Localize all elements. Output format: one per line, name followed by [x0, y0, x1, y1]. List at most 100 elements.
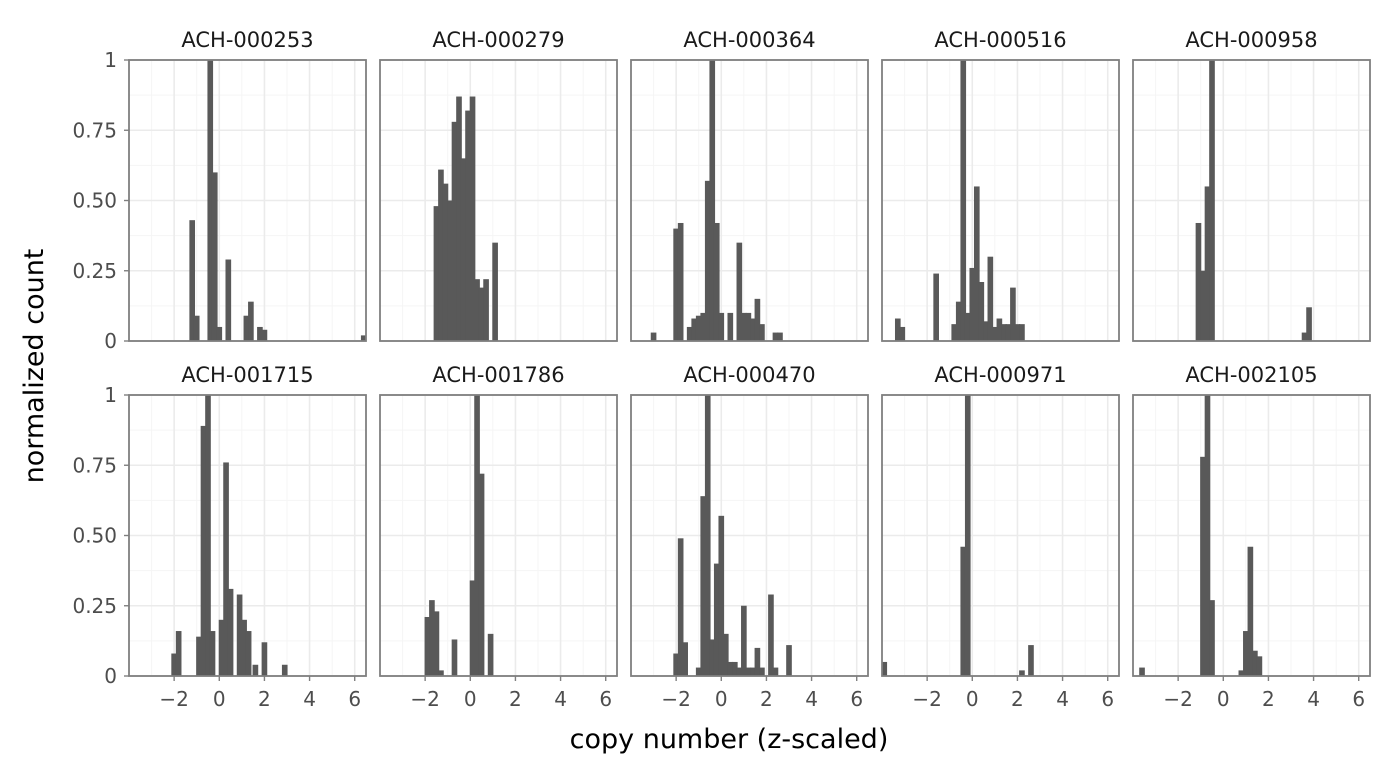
- histogram-bar: [768, 594, 774, 676]
- histogram-bar: [447, 200, 453, 341]
- histogram-bar: [469, 580, 476, 676]
- histogram-bar: [424, 616, 431, 676]
- histogram-bar: [933, 273, 939, 341]
- histogram-bar: [218, 619, 225, 676]
- histogram-bar: [492, 242, 498, 341]
- x-tick-label: −2: [661, 687, 690, 711]
- histogram-bar: [261, 642, 268, 676]
- facet-panel: ACH-000958: [1132, 28, 1371, 342]
- histogram-bar: [223, 462, 229, 676]
- histogram-bar: [1005, 324, 1012, 341]
- x-tick-label: 6: [348, 687, 361, 711]
- histogram-bar: [438, 169, 444, 341]
- x-tick-label: 0: [966, 687, 979, 711]
- facet-panel: ACH-000279: [379, 28, 618, 342]
- x-tick-label: 6: [1101, 687, 1114, 711]
- histogram-bar: [727, 312, 734, 341]
- x-tick-label: −2: [1163, 687, 1192, 711]
- histogram-bar: [487, 633, 494, 676]
- histogram-bar: [750, 318, 756, 341]
- histogram-bar: [360, 335, 366, 341]
- histogram-bar: [211, 172, 218, 341]
- histogram-bar: [189, 220, 196, 341]
- histogram-bar: [1195, 222, 1202, 341]
- histogram-bar: [695, 667, 702, 676]
- histogram-bar: [225, 259, 232, 341]
- x-tick-label: 4: [1056, 687, 1069, 711]
- histogram-bar: [718, 312, 725, 341]
- histogram-bar: [786, 645, 792, 676]
- facet-panel: ACH-002105 −2 0 2 4 6: [1132, 363, 1371, 711]
- x-tick-label: −2: [410, 687, 439, 711]
- histogram-bar: [460, 158, 467, 341]
- histogram-bar: [1301, 332, 1308, 341]
- histogram-bar: [245, 631, 252, 676]
- histogram-bar: [478, 287, 485, 341]
- histogram-bar: [754, 647, 761, 676]
- histogram-bar: [673, 228, 679, 341]
- panel-border: [630, 59, 869, 342]
- histogram-bar: [205, 395, 211, 676]
- histogram-bar: [700, 496, 707, 676]
- facet-title: ACH-002105: [1185, 363, 1317, 387]
- y-tick-label: 0.25: [72, 594, 117, 618]
- histogram-bar: [451, 639, 458, 676]
- x-axis-title: copy number (z-scaled): [570, 724, 889, 755]
- histogram-bar: [750, 667, 756, 676]
- histogram-bar: [1028, 645, 1034, 676]
- histogram-bar: [718, 515, 725, 676]
- histogram-bar: [772, 667, 779, 676]
- histogram-bar: [983, 321, 989, 341]
- histogram-bar: [1014, 324, 1021, 341]
- histogram-bar: [951, 324, 958, 341]
- x-tick-label: 0: [1217, 687, 1230, 711]
- facet-title: ACH-000470: [683, 363, 815, 387]
- x-tick-label: −2: [912, 687, 941, 711]
- panel-border: [1132, 59, 1371, 342]
- histogram-bar: [754, 298, 761, 341]
- histogram-bar: [1256, 656, 1263, 676]
- x-tick-label: 0: [715, 687, 728, 711]
- histogram-bar: [236, 594, 243, 676]
- facet-title: ACH-000279: [432, 28, 564, 52]
- x-tick-label: 0: [464, 687, 477, 711]
- histogram-bar: [955, 301, 962, 341]
- histogram-bar: [1019, 324, 1025, 341]
- x-tick-label: 4: [554, 687, 567, 711]
- histogram-bar: [713, 563, 720, 676]
- histogram-bar: [741, 312, 747, 341]
- facet-panel: ACH-000516: [881, 28, 1120, 342]
- histogram-bar: [969, 267, 976, 341]
- histogram-bar: [433, 206, 440, 341]
- histogram-bar: [438, 670, 444, 676]
- histogram-bar: [474, 279, 480, 341]
- histogram-bar: [1252, 650, 1258, 676]
- panel-border: [881, 59, 1120, 342]
- histogram-bar: [469, 96, 476, 341]
- x-tick-label: 6: [1352, 687, 1365, 711]
- histogram-bar: [196, 636, 202, 676]
- histogram-bar: [281, 664, 288, 676]
- x-tick-label: 2: [509, 687, 522, 711]
- facet-panel: ACH-001715 0 0.25 0.50 0.75 1 −2 0 2 4 6: [72, 363, 367, 711]
- histogram-bar: [686, 326, 693, 341]
- x-tick-label: 2: [258, 687, 271, 711]
- facet-title: ACH-001715: [181, 363, 313, 387]
- x-tick-label: 2: [760, 687, 773, 711]
- facet-title: ACH-000971: [934, 363, 1066, 387]
- histogram-bar: [1010, 287, 1016, 341]
- histogram-bar: [193, 315, 200, 341]
- histogram-bar: [1139, 667, 1145, 676]
- facet-title: ACH-000364: [683, 28, 815, 52]
- histogram-bar: [1204, 395, 1211, 676]
- x-tick-label: 6: [850, 687, 863, 711]
- x-tick-label: 4: [1307, 687, 1320, 711]
- histogram-bar: [248, 301, 254, 341]
- histogram-bar: [209, 631, 216, 676]
- histogram-bar: [682, 642, 688, 676]
- histogram-bar: [483, 279, 489, 341]
- x-tick-label: 2: [1011, 687, 1024, 711]
- histogram-bar: [772, 332, 779, 341]
- facet-panel: ACH-000364: [630, 28, 869, 342]
